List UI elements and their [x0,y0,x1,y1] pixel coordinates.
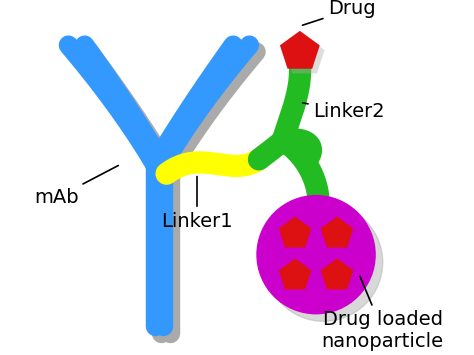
Polygon shape [279,217,311,247]
Polygon shape [280,31,320,69]
Text: mAb: mAb [35,165,118,207]
Text: Linker1: Linker1 [161,176,233,231]
Polygon shape [321,258,353,289]
Polygon shape [285,36,325,73]
Circle shape [264,203,383,321]
Text: Drug: Drug [302,0,376,25]
Circle shape [257,196,375,314]
Text: Linker2: Linker2 [302,102,385,121]
Polygon shape [279,258,311,289]
Text: Drug loaded
nanoparticle: Drug loaded nanoparticle [322,276,444,351]
Polygon shape [321,217,353,247]
